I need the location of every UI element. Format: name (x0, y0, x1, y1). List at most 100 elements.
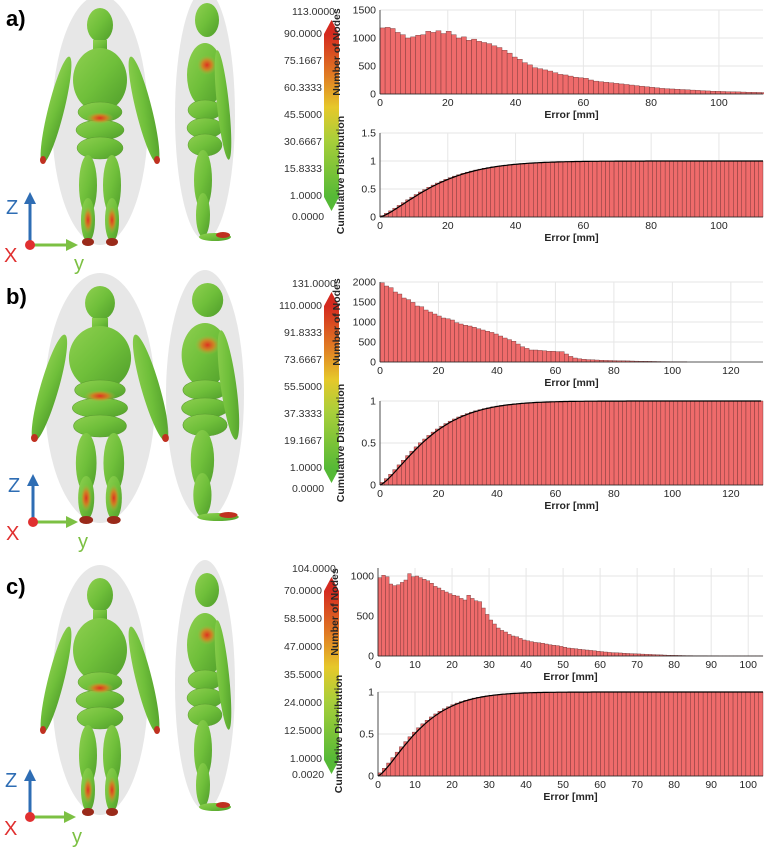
cdf-bar (524, 163, 530, 218)
histogram-bar (518, 638, 523, 657)
cdf-bar (494, 166, 500, 218)
cdf-bar (745, 400, 751, 486)
cdf-bar (741, 160, 747, 218)
x-tick-label: 90 (705, 659, 717, 671)
x-tick-label: 50 (557, 659, 569, 671)
histogram-bar (503, 631, 508, 657)
colorbar-a (324, 20, 339, 211)
cdf-bar (498, 165, 504, 218)
histogram-bar (511, 341, 517, 363)
x-tick-label: 60 (550, 365, 562, 377)
histogram-bar (414, 575, 419, 657)
cdf-bar (758, 400, 764, 486)
x-tick-label: 100 (710, 220, 728, 232)
y-tick-label: 1000 (353, 317, 377, 329)
cdf-bar (638, 691, 644, 777)
histogram-bar (461, 36, 467, 95)
axis-y-label-a: y (74, 253, 84, 275)
cdf-bar (447, 420, 453, 486)
cdf-bar (677, 160, 683, 218)
x-tick-label: 60 (578, 97, 590, 109)
y-tick-label: 0 (368, 651, 374, 663)
histogram-bar (384, 285, 389, 363)
histogram-bar (451, 595, 456, 657)
cdf-bar (422, 438, 427, 486)
cdf-bar (527, 692, 533, 777)
histogram-bar (551, 645, 556, 657)
colorbars (324, 20, 339, 774)
y-tick-label: 0 (370, 357, 376, 369)
cdf-bar (711, 160, 717, 218)
histogram-bar (634, 85, 640, 95)
cdf-bar (460, 415, 466, 486)
cdf-bar (456, 174, 462, 218)
x-tick-label: 80 (668, 779, 680, 791)
colorbar-tick: 1.0000 (289, 462, 322, 474)
cdf-bar (418, 442, 423, 486)
cdf-bar (609, 400, 615, 486)
x-tick-label: 120 (722, 365, 740, 377)
cdf-bar (490, 406, 496, 486)
histogram-bar (435, 30, 442, 95)
cdf-bar (728, 691, 734, 777)
colorbar-tick: 19.1667 (284, 435, 322, 447)
cdf-bar (536, 692, 541, 777)
cdf-bar (728, 400, 734, 486)
histogram-bar (489, 332, 495, 363)
histogram-bar (618, 652, 623, 657)
histogram-bar (444, 591, 449, 657)
colorbar-tick: 1.0000 (289, 753, 322, 765)
cdf-bar (477, 409, 483, 486)
y-axis-title: Number of Nodes (331, 8, 343, 96)
cdf-bar (477, 168, 483, 218)
histogram-bar (659, 88, 665, 95)
x-axis-title: Error [mm] (544, 500, 598, 512)
cdf-bar (571, 161, 576, 218)
cdf-bar (668, 691, 674, 777)
x-axis-title: Error [mm] (544, 377, 598, 389)
histogram-bar (397, 293, 403, 363)
cdf-bar (703, 400, 708, 486)
histogram-bar (525, 640, 530, 657)
cdf-bar (429, 716, 434, 777)
cdf-bar (690, 160, 696, 218)
cdf-bar (473, 169, 479, 218)
colorbar-tick: 1.0000 (289, 190, 322, 202)
cdf-bar (651, 691, 657, 777)
cdf-bar (550, 161, 555, 218)
cdf-bar (686, 160, 691, 218)
cdf-bar (575, 401, 581, 486)
cdf-bar (545, 401, 551, 486)
histogram-bar (557, 74, 564, 95)
histogram-bar (389, 28, 396, 95)
cdf-bar (741, 691, 747, 777)
histogram-bar (611, 652, 616, 657)
cdf-bar (516, 163, 521, 218)
cdf-bar (498, 405, 504, 486)
colorbar-tick: 58.5000 (284, 613, 322, 625)
cdf-bar (584, 401, 589, 486)
cdf-bar (634, 691, 640, 777)
cdf-bar (566, 691, 571, 777)
cdf-bar (490, 166, 496, 218)
histogram-bar (507, 339, 512, 363)
histogram-bar (622, 653, 627, 657)
x-axis-title: Error [mm] (543, 791, 597, 803)
histogram-bar (628, 84, 635, 95)
cdf-bar (711, 400, 717, 486)
y-tick-label: 500 (356, 611, 374, 623)
cdf-bar (469, 170, 474, 218)
cdf-bar (733, 400, 738, 486)
x-tick-label: 10 (409, 779, 421, 791)
cdf-bar (484, 695, 490, 777)
histogram-bar (540, 643, 545, 657)
cdf-bar (528, 162, 534, 218)
cdf-bar (540, 692, 546, 777)
cdf-bar (630, 400, 636, 486)
cdf-bar (724, 160, 730, 218)
cdf-bar (537, 162, 542, 218)
chart-c-cdf: 0 10 20 30 40 50 60 70 80 90 100 0 0.5 1 Error [mm] Cum… (333, 675, 764, 803)
cdf-bar (447, 177, 453, 218)
histogram-bar (555, 645, 560, 657)
cdf-bar (724, 400, 730, 486)
